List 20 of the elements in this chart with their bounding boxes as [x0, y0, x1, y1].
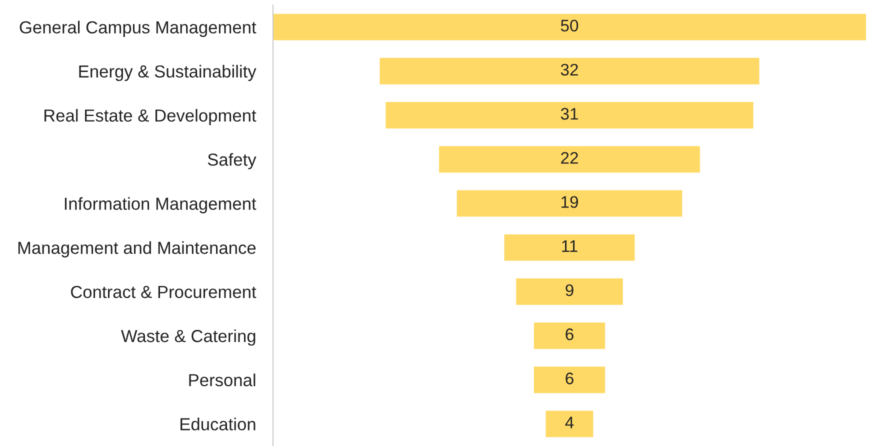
- category-label: Safety: [208, 153, 256, 170]
- category-label: Contract & Procurement: [71, 286, 256, 298]
- data-label: 32: [560, 64, 578, 76]
- data-label: 50: [560, 20, 578, 32]
- data-label: 9: [566, 284, 574, 296]
- category-label: Real Estate & Development: [44, 108, 256, 126]
- category-label: Management and Maintenance: [18, 241, 256, 258]
- data-label: 19: [562, 196, 578, 208]
- category-label: Personal: [189, 374, 256, 386]
- data-label: 31: [560, 108, 578, 120]
- category-label: Information Management: [64, 197, 256, 214]
- data-label: 22: [561, 152, 578, 164]
- category-label: Waste & Catering: [121, 329, 256, 346]
- data-label: 4: [565, 416, 574, 428]
- category-label: Energy & Sustainability: [79, 64, 256, 82]
- category-label: Education: [180, 418, 256, 430]
- data-label: 11: [562, 240, 578, 252]
- data-label: 6: [566, 372, 574, 384]
- category-label: General Campus Management: [20, 20, 256, 37]
- data-label: 6: [566, 328, 574, 340]
